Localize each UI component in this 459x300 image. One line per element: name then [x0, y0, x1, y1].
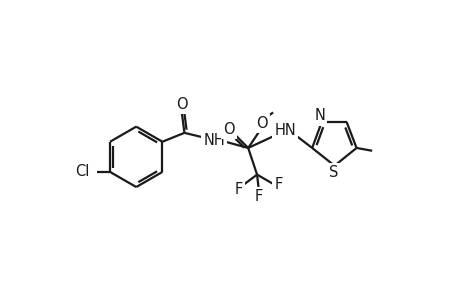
Text: S: S — [329, 165, 338, 180]
Text: O: O — [175, 97, 187, 112]
Text: F: F — [234, 182, 242, 197]
Text: O: O — [256, 116, 268, 130]
Text: HN: HN — [274, 123, 296, 138]
Text: methyl: methyl — [0, 299, 1, 300]
Text: F: F — [274, 177, 282, 192]
Text: O: O — [223, 122, 234, 137]
Text: F: F — [254, 189, 263, 204]
Text: N: N — [314, 109, 325, 124]
Text: Cl: Cl — [75, 164, 90, 179]
Text: NH: NH — [203, 133, 224, 148]
